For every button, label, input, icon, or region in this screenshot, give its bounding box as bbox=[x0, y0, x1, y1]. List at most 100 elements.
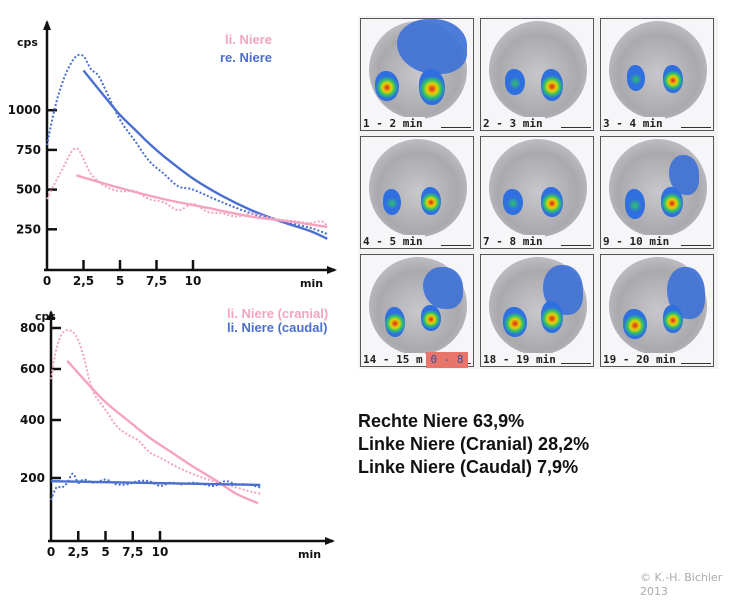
kidney-left-in-image bbox=[375, 71, 399, 101]
frame-time-label: 18 - 19 min bbox=[483, 353, 558, 366]
kidney-left-in-image bbox=[385, 307, 405, 337]
chart1-legend-left-kidney: li. Niere bbox=[225, 32, 272, 47]
frame-label-underline bbox=[681, 245, 711, 246]
scintigraphy-image-grid: 1 - 2 min 2 - 3 min 3 - 4 min 4 - 5 min 7 - … bbox=[358, 16, 718, 369]
scintigraphy-frame: 1 - 2 min bbox=[360, 18, 474, 131]
scan-field bbox=[489, 21, 587, 119]
scintigraphy-frame: 3 - 4 min bbox=[600, 18, 714, 131]
frame-label-underline bbox=[681, 363, 711, 364]
series-line-re-niere-messung bbox=[46, 53, 328, 236]
frame-label-underline bbox=[561, 245, 591, 246]
kidney-right-in-image bbox=[541, 69, 563, 101]
frame-time-label: 19 - 20 min bbox=[603, 353, 678, 366]
tracer-activity-region bbox=[423, 267, 463, 309]
frame-label-underline bbox=[561, 363, 591, 364]
scintigraphy-frame: 14 - 15 m bbox=[360, 254, 474, 367]
kidney-left-in-image bbox=[625, 189, 645, 219]
y-tick-label: 200 bbox=[20, 471, 45, 485]
y-axis-arrow-icon bbox=[43, 20, 51, 30]
series-line-li-niere-cranial-fit bbox=[66, 360, 259, 505]
copyright-year: 2013 bbox=[640, 585, 668, 598]
y-tick-label: 800 bbox=[20, 321, 45, 335]
result-left-kidney-cranial: Linke Niere (Cranial) 28,2% bbox=[358, 434, 590, 454]
x-tick-label: 7,5 bbox=[146, 274, 167, 288]
kidney-right-in-image bbox=[421, 187, 441, 215]
x-tick-label: 2,5 bbox=[73, 274, 94, 288]
y-tick-label: 250 bbox=[16, 222, 41, 236]
kidney-right-in-image bbox=[421, 305, 441, 331]
frame-range-badge: 0 - 8 bbox=[426, 352, 468, 368]
scintigraphy-frame: 7 - 8 min bbox=[480, 136, 594, 249]
kidney-right-in-image bbox=[663, 305, 683, 333]
scintigraphy-frame: 18 - 19 min bbox=[480, 254, 594, 367]
frame-time-label: 3 - 4 min bbox=[603, 117, 665, 130]
series-line-li-niere-cranial-messung bbox=[50, 328, 261, 495]
frame-time-label: 7 - 8 min bbox=[483, 235, 545, 248]
y-tick-label: 1000 bbox=[8, 103, 41, 117]
x-tick-label: 0 bbox=[43, 274, 51, 288]
chart2-series bbox=[50, 328, 261, 505]
x-tick-label: 0 bbox=[47, 545, 55, 559]
frame-time-label: 2 - 3 min bbox=[483, 117, 545, 130]
chart2-legend-cranial: li. Niere (cranial) bbox=[227, 306, 328, 321]
frame-label-underline bbox=[561, 127, 591, 128]
frame-time-label: 4 - 5 min bbox=[363, 235, 425, 248]
kidney-right-in-image bbox=[419, 69, 445, 105]
kidney-left-in-image bbox=[503, 189, 523, 215]
y-tick-label: 750 bbox=[16, 143, 41, 157]
y-axis-arrow-icon bbox=[47, 310, 55, 320]
tracer-activity-region bbox=[397, 19, 467, 74]
x-axis-label: min bbox=[300, 277, 323, 290]
frame-label-underline bbox=[441, 127, 471, 128]
x-tick-label: 10 bbox=[185, 274, 202, 288]
scan-field bbox=[609, 21, 707, 119]
x-axis-arrow-icon bbox=[327, 266, 337, 274]
frame-time-label: 9 - 10 min bbox=[603, 235, 672, 248]
kidney-right-in-image bbox=[541, 187, 563, 217]
result-left-kidney-caudal: Linke Niere (Caudal) 7,9% bbox=[358, 457, 579, 477]
chart2-axes: cps min 0 2,5 5 7,5 10 200 400 600 800 bbox=[20, 310, 335, 561]
x-tick-label: 5 bbox=[101, 545, 109, 559]
kidney-left-in-image bbox=[623, 309, 647, 339]
x-tick-label: 10 bbox=[152, 545, 169, 559]
kidney-left-in-image bbox=[503, 307, 527, 337]
frame-time-label: 14 - 15 m bbox=[363, 353, 425, 366]
x-tick-label: 2,5 bbox=[68, 545, 89, 559]
y-tick-label: 600 bbox=[20, 362, 45, 376]
x-tick-label: 7,5 bbox=[122, 545, 143, 559]
series-line-li-niere-caudal-fit bbox=[50, 479, 261, 487]
y-axis-label: cps bbox=[17, 36, 38, 49]
kidney-left-in-image bbox=[383, 189, 401, 215]
result-right-kidney: Rechte Niere 63,9% bbox=[358, 411, 525, 431]
y-tick-label: 500 bbox=[16, 183, 41, 197]
scintigraphy-frame: 4 - 5 min bbox=[360, 136, 474, 249]
copyright-author: © K.-H. Bichler bbox=[640, 571, 723, 584]
chart1-legend-right-kidney: re. Niere bbox=[220, 50, 272, 65]
chart2-legend-caudal: li. Niere (caudal) bbox=[227, 320, 327, 335]
kidney-right-in-image bbox=[663, 65, 683, 93]
x-tick-label: 5 bbox=[116, 274, 124, 288]
y-tick-label: 400 bbox=[20, 413, 45, 427]
kidney-left-in-image bbox=[505, 69, 525, 95]
scintigraphy-frame: 19 - 20 min bbox=[600, 254, 714, 367]
renogram-chart-left-kidney-poles: cps min 0 2,5 5 7,5 10 200 400 600 800 li. Niere (… bbox=[20, 306, 335, 561]
copyright-notice: © K.-H. Bichler 2013 bbox=[640, 571, 722, 599]
split-function-results: Rechte Niere 63,9% Linke Niere (Cranial)… bbox=[358, 410, 589, 479]
frame-label-underline bbox=[681, 127, 711, 128]
kidney-right-in-image bbox=[541, 301, 563, 333]
x-axis-arrow-icon bbox=[325, 537, 335, 545]
series-line-re-niere-fit bbox=[82, 69, 328, 240]
series-line-li-niere-fit bbox=[75, 174, 328, 229]
series-line-li-niere-caudal-messung bbox=[50, 472, 261, 501]
scintigraphy-frame: 2 - 3 min bbox=[480, 18, 594, 131]
scintigraphy-frame: 9 - 10 min bbox=[600, 136, 714, 249]
frame-label-underline bbox=[441, 245, 471, 246]
kidney-left-in-image bbox=[627, 65, 645, 91]
y-axis-label: cps bbox=[35, 310, 56, 323]
x-axis-label: min bbox=[298, 548, 321, 561]
scan-field bbox=[489, 139, 587, 237]
scan-field bbox=[369, 139, 467, 237]
kidney-right-in-image bbox=[661, 187, 683, 217]
frame-time-label: 1 - 2 min bbox=[363, 117, 425, 130]
